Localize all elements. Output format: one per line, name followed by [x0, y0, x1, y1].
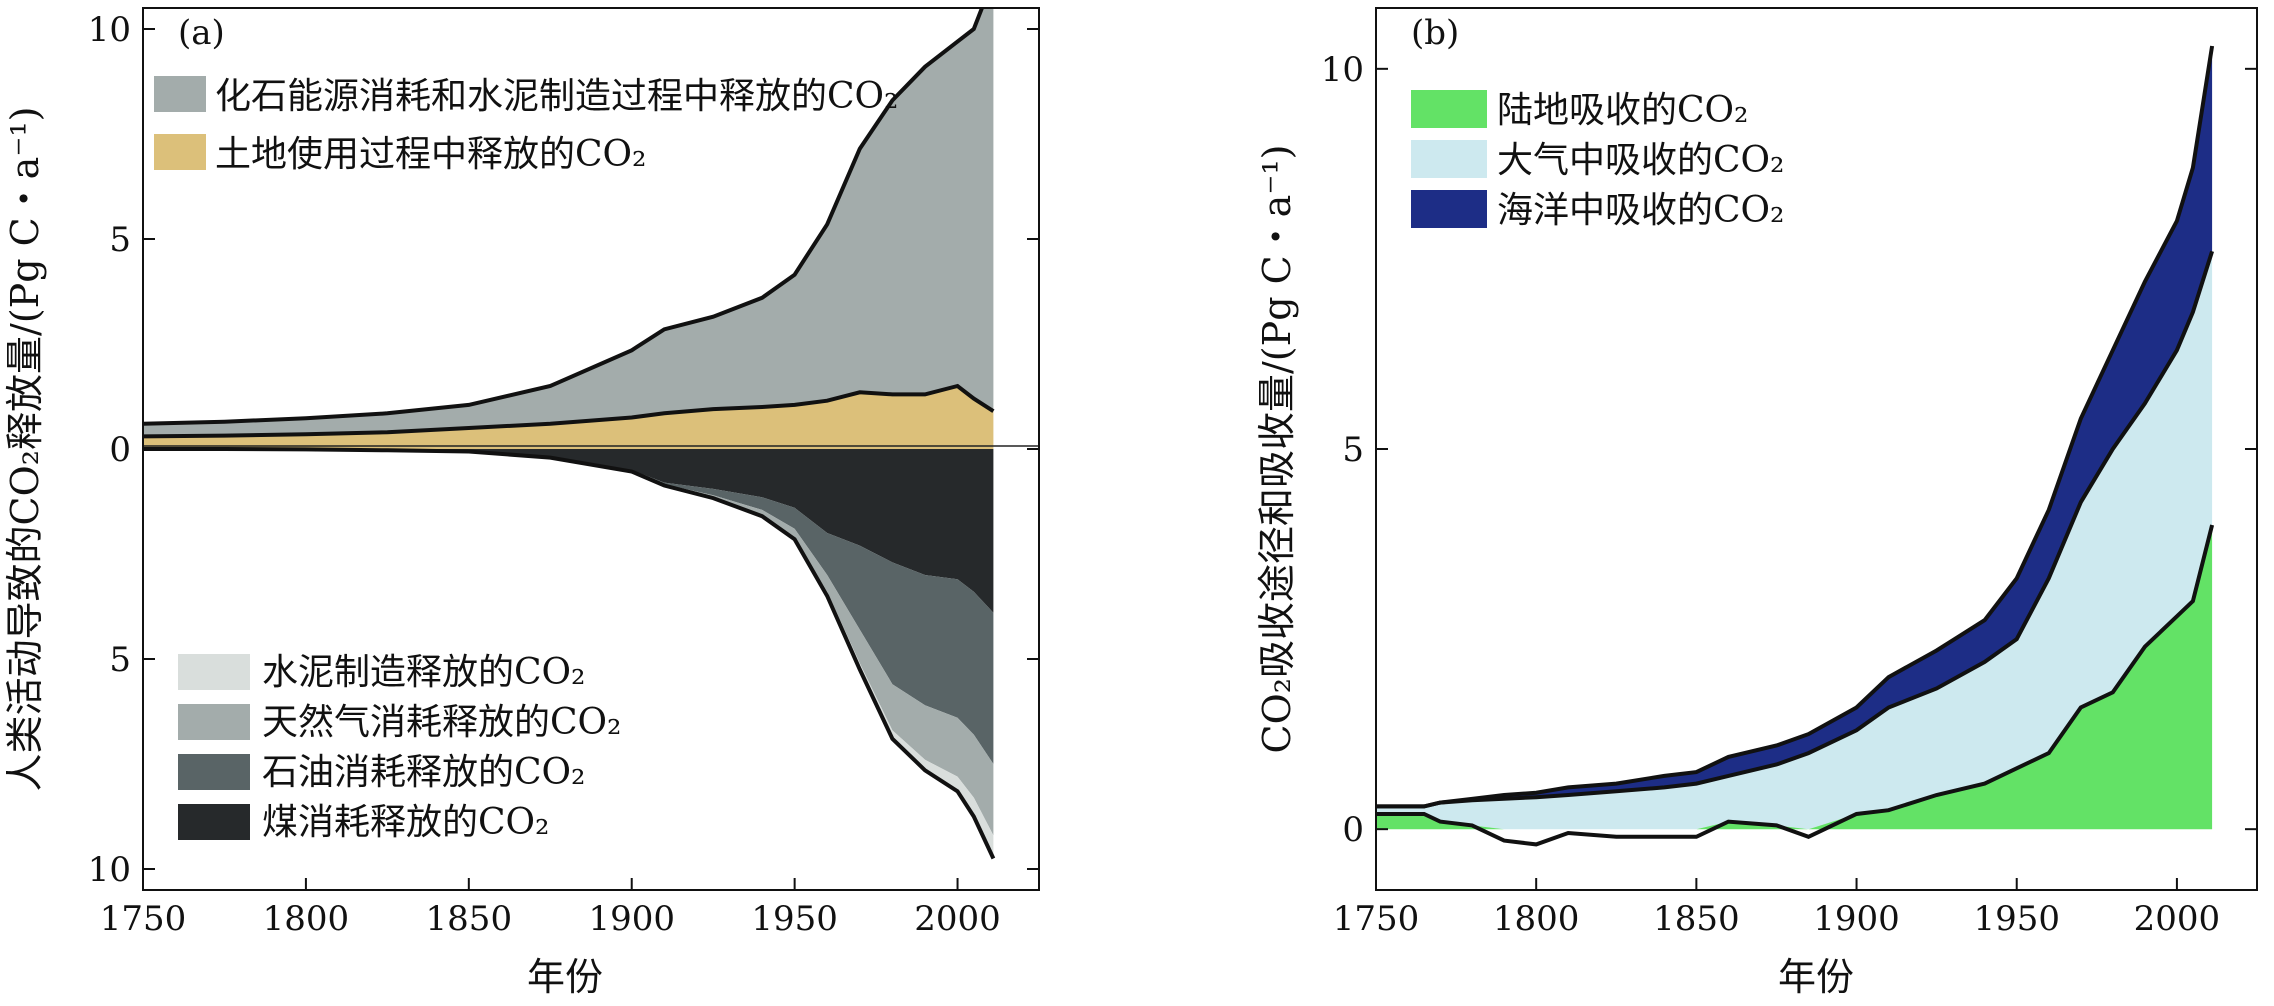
panel-b-label: (b) [1411, 13, 1459, 53]
legend-swatch-gas [178, 704, 250, 740]
line-land-uptake [1376, 524, 2215, 847]
legend-swatch-atmosphere [1411, 140, 1487, 178]
legend-label-atmosphere: 大气中吸收的CO₂ [1497, 140, 1785, 181]
panel-a-ytick-label: 10 [88, 10, 131, 50]
panel-b-ylabel: CO₂吸收途径和吸收量/(Pg C・a⁻¹) [1255, 145, 1299, 754]
legend-label-coal: 煤消耗释放的CO₂ [262, 802, 550, 843]
panel-b-xtick-label: 1800 [1493, 899, 1580, 939]
legend-swatch-land-uptake [1411, 90, 1487, 128]
legend-swatch-ocean [1411, 190, 1487, 228]
legend-swatch-coal [178, 804, 250, 840]
legend-swatch-cement [178, 654, 250, 690]
panel-a-xtick-label: 1950 [751, 899, 838, 939]
area-ocean-uptake [1376, 46, 2213, 807]
area-land-uptake [1376, 525, 2213, 830]
legend-label-cement: 水泥制造释放的CO₂ [262, 652, 586, 693]
panel-b-areas [1376, 46, 2213, 830]
panel-b: 1750 1800 1850 1900 1950 2000 0 5 10 (b) 陆地吸收的CO… [1255, 7, 2258, 999]
panel-b-outlines [1376, 45, 2215, 847]
panel-a-ytick-label: 0 [109, 430, 131, 470]
panel-a-label: (a) [178, 13, 225, 53]
line-total-emissions [143, 8, 985, 426]
panel-a-ytick-label: 5 [109, 220, 131, 260]
panel-a-ytick-label: 5 [109, 640, 131, 680]
panel-a-legend-top: 化石能源消耗和水泥制造过程中释放的CO₂ 土地使用过程中释放的CO₂ [154, 76, 899, 175]
panel-a-xtick-label: 1800 [263, 899, 350, 939]
panel-a: 1750 1800 1850 1900 1950 2000 10 5 0 5 10 (a) 化石能源… [3, 7, 1040, 999]
line-atmosphere-top [1376, 250, 2215, 809]
panel-a-legend-bottom: 水泥制造释放的CO₂ 天然气消耗释放的CO₂ 石油消耗释放的CO₂ 煤消耗释放的… [178, 652, 622, 843]
line-ocean-top [1376, 45, 2215, 809]
panel-a-xtick-label: 1750 [100, 899, 187, 939]
panel-b-xtick-label: 1750 [1333, 899, 1420, 939]
panel-b-xtick-label: 1850 [1653, 899, 1740, 939]
panel-a-outlines [143, 8, 996, 860]
panel-b-legend: 陆地吸收的CO₂ 大气中吸收的CO₂ 海洋中吸收的CO₂ [1411, 90, 1785, 231]
line-fossil-total-negative [143, 447, 996, 860]
panel-b-ytick-label: 5 [1342, 430, 1364, 470]
legend-label-fossil-cement: 化石能源消耗和水泥制造过程中释放的CO₂ [215, 76, 899, 117]
legend-swatch-fossil-cement [154, 76, 206, 112]
panel-a-ytick-label: 10 [88, 850, 131, 890]
legend-label-land-uptake: 陆地吸收的CO₂ [1497, 90, 1749, 131]
panel-b-xtick-label: 1950 [1973, 899, 2060, 939]
area-fossil-cement [143, 8, 994, 437]
legend-label-ocean: 海洋中吸收的CO₂ [1497, 190, 1785, 231]
legend-swatch-oil [178, 754, 250, 790]
legend-label-oil: 石油消耗释放的CO₂ [262, 752, 586, 793]
panel-a-xtick-label: 2000 [914, 899, 1001, 939]
legend-label-gas: 天然气消耗释放的CO₂ [262, 702, 622, 743]
panel-a-xtick-label: 1850 [426, 899, 513, 939]
panel-b-ytick-label: 10 [1321, 50, 1364, 90]
panel-b-ytick-label: 0 [1342, 810, 1364, 850]
panel-b-xlabel: 年份 [1778, 955, 1854, 999]
panel-a-ylabel: 人类活动导致的CO₂释放量/(Pg C・a⁻¹) [3, 107, 47, 792]
legend-swatch-land-use [154, 134, 206, 170]
panel-a-xlabel: 年份 [527, 955, 603, 999]
panel-b-xtick-label: 2000 [2134, 899, 2221, 939]
area-atmosphere-uptake [1376, 251, 2213, 830]
area-coal [143, 449, 994, 613]
legend-label-land-use: 土地使用过程中释放的CO₂ [215, 134, 647, 175]
panel-a-xtick-label: 1900 [588, 899, 675, 939]
line-land-use [143, 383, 995, 439]
panel-b-ticks: 1750 1800 1850 1900 1950 2000 0 5 10 [1321, 50, 2257, 939]
panel-a-ticks: 1750 1800 1850 1900 1950 2000 10 5 0 5 10 [88, 10, 1039, 939]
panel-b-xtick-label: 1900 [1813, 899, 1900, 939]
